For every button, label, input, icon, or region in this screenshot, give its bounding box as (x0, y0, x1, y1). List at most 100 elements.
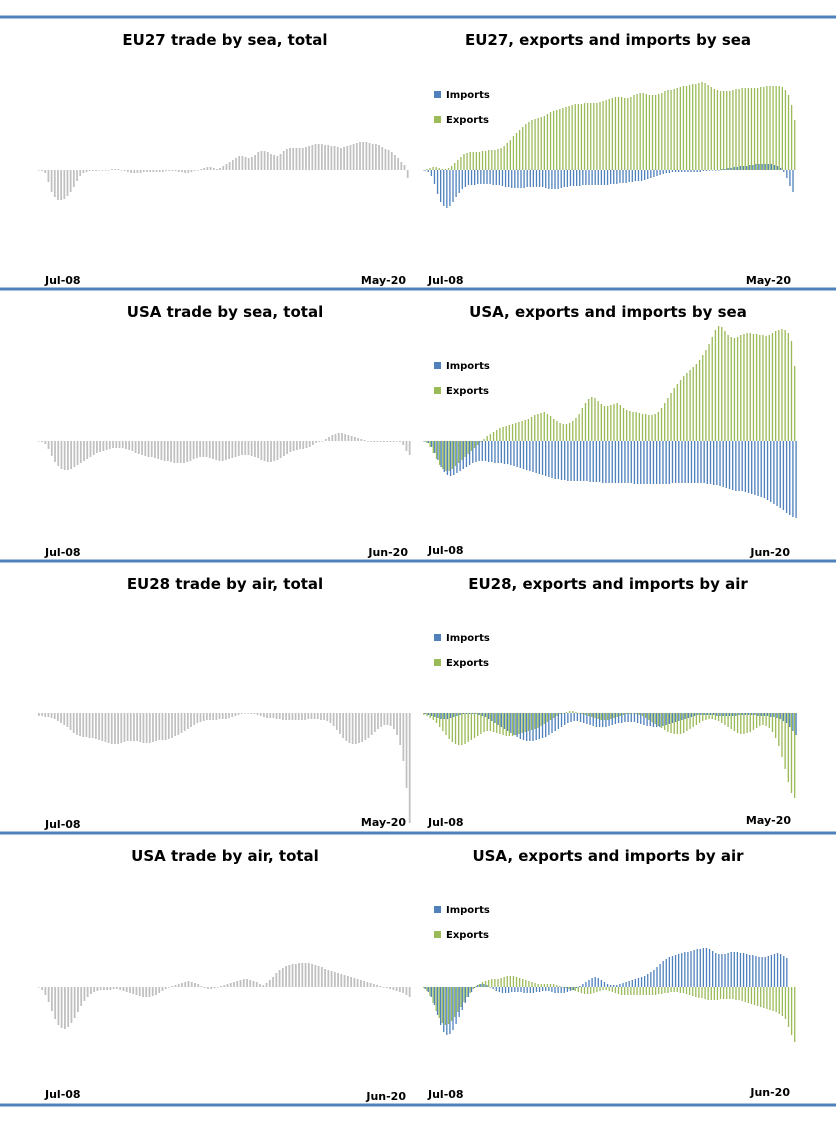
bar-exports (603, 713, 606, 720)
bar-exports (534, 415, 536, 441)
bar-total (209, 167, 212, 170)
bar-exports (778, 86, 780, 170)
bar-exports (716, 90, 719, 170)
bar-imports (481, 713, 483, 716)
bar-exports (658, 987, 660, 994)
bar-imports (464, 987, 467, 1003)
bar-imports (770, 441, 772, 502)
bar-exports (562, 108, 564, 170)
bar-exports (713, 89, 715, 170)
bar-exports (439, 713, 441, 727)
bar-exports (500, 148, 502, 170)
bar-total (246, 979, 248, 987)
bar-total (180, 713, 183, 733)
bar-total (53, 713, 56, 719)
x-tick-end: May-20 (746, 274, 791, 287)
bar-exports (664, 987, 666, 993)
bar-exports (429, 713, 431, 718)
bar-total (110, 713, 113, 744)
bar-total (365, 142, 368, 170)
bar-exports (692, 84, 694, 170)
bar-imports (782, 713, 785, 721)
bar-total (358, 713, 360, 743)
bar-exports (600, 404, 602, 441)
bar-exports (503, 146, 505, 170)
bar-imports (489, 987, 491, 988)
bar-total (51, 987, 53, 1011)
bar-imports (456, 713, 458, 716)
bar-total (273, 155, 276, 170)
x-tick-start: Jul-08 (44, 1088, 81, 1101)
bar-imports (754, 441, 756, 495)
bar-imports (427, 987, 429, 992)
bar-exports (619, 713, 621, 716)
bar-imports (763, 441, 766, 498)
bar-total (112, 987, 115, 989)
bar-total (366, 982, 369, 987)
bar-exports (537, 984, 539, 987)
bar-imports (741, 441, 743, 491)
bar-imports (573, 441, 575, 481)
bar-total (141, 441, 143, 455)
bar-imports (548, 987, 550, 991)
bar-imports (557, 441, 560, 479)
bar-total (292, 441, 295, 451)
bar-exports (426, 987, 428, 991)
bar-imports (474, 170, 476, 185)
bar-exports (679, 987, 681, 993)
bar-total (47, 713, 50, 717)
bar-imports (728, 441, 731, 489)
bar-exports (492, 432, 495, 441)
bar-total (260, 151, 263, 170)
bar-total (76, 713, 78, 735)
bar-total (324, 145, 326, 170)
bar-total (362, 142, 365, 170)
bar-total (163, 441, 166, 461)
bar-exports (472, 987, 474, 989)
bar-imports (480, 984, 482, 987)
bar-imports (443, 170, 445, 206)
bar-imports (542, 170, 544, 187)
bar-total (176, 441, 179, 463)
bar-exports (685, 987, 688, 994)
bar-imports (579, 986, 581, 987)
bar-imports (690, 951, 692, 987)
x-tick-start: Jul-08 (44, 546, 81, 559)
bar-total (386, 441, 388, 442)
bar-imports (630, 441, 632, 483)
bar-exports (794, 987, 796, 1042)
bar-exports (445, 713, 447, 735)
bar-exports (461, 441, 463, 460)
bar-exports (460, 987, 462, 1007)
bar-imports (684, 952, 686, 987)
bar-exports (423, 713, 425, 715)
bar-total (88, 170, 91, 171)
bar-exports (451, 441, 454, 469)
bar-imports (538, 713, 541, 739)
bar-imports (706, 713, 708, 715)
bar-imports (730, 952, 732, 987)
bar-total (330, 146, 333, 170)
bar-total (44, 170, 47, 173)
bar-total (247, 441, 250, 455)
bar-exports (478, 984, 481, 987)
bar-total (311, 145, 314, 170)
bar-exports (521, 713, 523, 733)
bar-exports (733, 338, 736, 441)
bar-imports (603, 982, 606, 987)
bar-exports (488, 150, 490, 170)
bar-exports (483, 439, 485, 441)
bar-exports (528, 122, 530, 170)
bar-imports (621, 441, 623, 483)
bar-total (38, 987, 40, 988)
bar-imports (506, 441, 509, 464)
bar-imports (551, 170, 553, 189)
bar-exports (648, 415, 650, 441)
bar-imports (687, 713, 689, 718)
bar-imports (640, 977, 643, 987)
bar-exports (743, 334, 745, 441)
bar-exports (611, 98, 613, 170)
bar-exports (466, 987, 468, 997)
bar-total (324, 969, 326, 987)
bar-imports (458, 987, 460, 1017)
